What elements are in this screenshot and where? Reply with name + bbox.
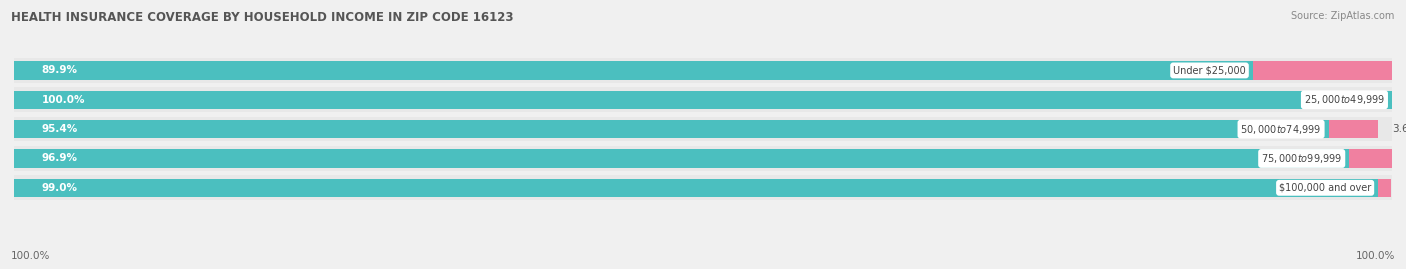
Text: 99.0%: 99.0%	[42, 183, 77, 193]
Bar	[1378, 179, 1392, 197]
Bar	[14, 149, 1350, 168]
Text: 100.0%: 100.0%	[11, 251, 51, 261]
Text: 95.4%: 95.4%	[42, 124, 77, 134]
Text: 3.6%: 3.6%	[1392, 124, 1406, 134]
Text: 100.0%: 100.0%	[1355, 251, 1395, 261]
Bar	[14, 175, 1392, 200]
Bar	[14, 179, 1378, 197]
Text: Under $25,000: Under $25,000	[1173, 65, 1246, 75]
Bar	[1350, 149, 1392, 168]
Text: $100,000 and over: $100,000 and over	[1279, 183, 1371, 193]
Text: 100.0%: 100.0%	[42, 95, 86, 105]
Bar	[14, 120, 1329, 138]
Text: $75,000 to $99,999: $75,000 to $99,999	[1261, 152, 1343, 165]
Bar	[14, 117, 1392, 141]
Bar	[14, 61, 1253, 80]
Bar	[1253, 61, 1392, 80]
Bar	[14, 146, 1392, 171]
Text: 89.9%: 89.9%	[42, 65, 77, 75]
Text: Source: ZipAtlas.com: Source: ZipAtlas.com	[1291, 11, 1395, 21]
Bar	[14, 87, 1392, 112]
Text: $50,000 to $74,999: $50,000 to $74,999	[1240, 123, 1322, 136]
Bar	[1329, 120, 1378, 138]
Bar	[14, 91, 1392, 109]
Text: HEALTH INSURANCE COVERAGE BY HOUSEHOLD INCOME IN ZIP CODE 16123: HEALTH INSURANCE COVERAGE BY HOUSEHOLD I…	[11, 11, 513, 24]
Text: $25,000 to $49,999: $25,000 to $49,999	[1303, 93, 1385, 106]
Bar	[14, 58, 1392, 83]
Text: 96.9%: 96.9%	[42, 154, 77, 164]
